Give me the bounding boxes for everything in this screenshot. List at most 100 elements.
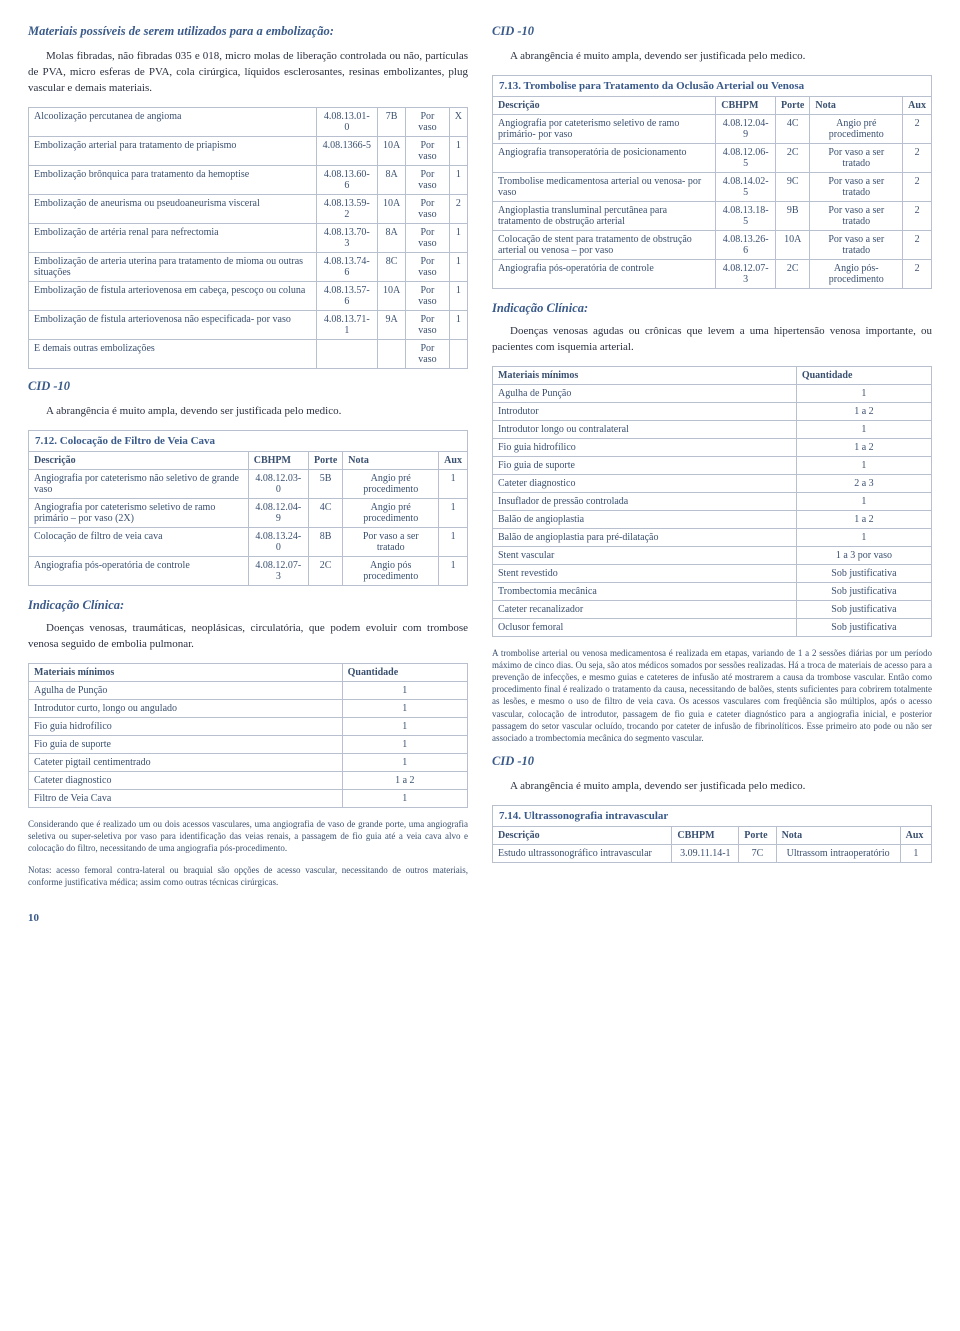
table-cell: Sob justificativa: [796, 618, 931, 636]
matmin-right-table: Materiais mínimosQuantidade Agulha de Pu…: [492, 366, 932, 637]
table-cell: 4.08.1366-5: [316, 136, 377, 165]
table-cell: 2C: [776, 143, 810, 172]
table-header-cell: Aux: [439, 451, 468, 469]
table-cell: 4.08.12.04-9: [248, 498, 308, 527]
table-cell: 1 a 3 por vaso: [796, 546, 931, 564]
table-row: Angiografia pós-operatória de controle4.…: [493, 259, 932, 288]
cid10-text-left: A abrangência é muito ampla, devendo ser…: [28, 404, 468, 420]
table-cell: 1: [342, 699, 467, 717]
table-row: Fio guia hidrofílico1: [29, 717, 468, 735]
table-row: Introdutor1 a 2: [493, 402, 932, 420]
table-cell: 4.08.13.59-2: [316, 194, 377, 223]
table-header-cell: Materiais mínimos: [493, 366, 797, 384]
table-header-cell: Descrição: [29, 451, 249, 469]
table-row: Angiografia transoperatória de posiciona…: [493, 143, 932, 172]
table-cell: 1 a 2: [796, 402, 931, 420]
table-cell: Fio guia hidrofílico: [493, 438, 797, 456]
table-cell: 4.08.13.57-6: [316, 281, 377, 310]
table-row: Colocação de filtro de veia cava4.08.13.…: [29, 527, 468, 556]
table-row: Stent vascular1 a 3 por vaso: [493, 546, 932, 564]
table-cell: 4.08.12.06-5: [716, 143, 776, 172]
table-cell: E demais outras embolizações: [29, 339, 317, 368]
indic-heading-right: Indicação Clínica:: [492, 301, 932, 316]
table-header-cell: Porte: [739, 826, 776, 844]
table-cell: 1: [439, 527, 468, 556]
table-cell: 1: [900, 844, 931, 862]
table-cell: 1: [796, 420, 931, 438]
table-cell: Por vaso: [406, 107, 450, 136]
table-cell: Sob justificativa: [796, 600, 931, 618]
table-cell: 1: [439, 556, 468, 585]
page-number: 10: [28, 912, 468, 924]
table-cell: Fio guia hidrofílico: [29, 717, 343, 735]
t712-table: DescriçãoCBHPMPorteNotaAux Angiografia p…: [28, 451, 468, 586]
table-cell: 4.08.13.01-0: [316, 107, 377, 136]
table-row: Embolização de aneurisma ou pseudoaneuri…: [29, 194, 468, 223]
table-cell: Ultrassom intraoperatório: [776, 844, 900, 862]
indic-heading-left: Indicação Clínica:: [28, 598, 468, 613]
table-cell: 10A: [377, 281, 405, 310]
table-header-cell: Porte: [308, 451, 342, 469]
table-cell: 2C: [308, 556, 342, 585]
table-cell: Angio pós procedimento: [343, 556, 439, 585]
table-row: Colocação de stent para tratamento de ob…: [493, 230, 932, 259]
table-cell: Oclusor femoral: [493, 618, 797, 636]
table-cell: Angio pré procedimento: [343, 469, 439, 498]
table-cell: Cateter diagnostico: [29, 771, 343, 789]
table-cell: 4.08.13.24-0: [248, 527, 308, 556]
table-header-cell: Nota: [343, 451, 439, 469]
table-row: Cateter pigtail centimentrado1: [29, 753, 468, 771]
table-cell: 5B: [308, 469, 342, 498]
table-row: Filtro de Veia Cava1: [29, 789, 468, 807]
table-cell: 1: [449, 223, 467, 252]
table-cell: Por vaso: [406, 165, 450, 194]
table-cell: Por vaso: [406, 339, 450, 368]
table-cell: Sob justificativa: [796, 582, 931, 600]
table-row: Embolização de arteria uterina para trat…: [29, 252, 468, 281]
table-cell: Insuflador de pressão controlada: [493, 492, 797, 510]
table-header-cell: Aux: [900, 826, 931, 844]
table-cell: 4C: [776, 114, 810, 143]
table-cell: Por vaso a ser tratado: [810, 201, 903, 230]
table-row: E demais outras embolizações Por vaso: [29, 339, 468, 368]
table-cell: Angiografia por cateterismo seletivo de …: [493, 114, 716, 143]
table-cell: Por vaso: [406, 252, 450, 281]
matmin-left-table: Materiais mínimosQuantidade Agulha de Pu…: [28, 663, 468, 808]
table-cell: Embolização brônquica para tratamento da…: [29, 165, 317, 194]
table-cell: 4.08.13.60-6: [316, 165, 377, 194]
table-cell: Por vaso: [406, 223, 450, 252]
table-cell: 1: [796, 528, 931, 546]
table-cell: Agulha de Punção: [29, 681, 343, 699]
cid10-text-right: A abrangência é muito ampla, devendo ser…: [492, 49, 932, 65]
table-cell: Por vaso: [406, 136, 450, 165]
table-cell: Balão de angioplastia: [493, 510, 797, 528]
table-cell: 4.08.13.18-5: [716, 201, 776, 230]
table-cell: 9C: [776, 172, 810, 201]
table-row: Insuflador de pressão controlada1: [493, 492, 932, 510]
table-row: Agulha de Punção1: [29, 681, 468, 699]
table-cell: 1: [342, 717, 467, 735]
table-header-cell: Descrição: [493, 826, 672, 844]
table-row: Angiografia pós-operatória de controle4.…: [29, 556, 468, 585]
table-cell: Sob justificativa: [796, 564, 931, 582]
table-cell: 1: [342, 753, 467, 771]
table-cell: 1: [439, 469, 468, 498]
table-cell: Angiografia pós-operatória de controle: [29, 556, 249, 585]
table-cell: Por vaso: [406, 194, 450, 223]
table-row: Stent revestidoSob justificativa: [493, 564, 932, 582]
table-row: Cateter diagnostico1 a 2: [29, 771, 468, 789]
table-cell: Embolização arterial para tratamento de …: [29, 136, 317, 165]
table-cell: 4.08.12.03-0: [248, 469, 308, 498]
table-header-cell: CBHPM: [248, 451, 308, 469]
table-cell: 1: [449, 281, 467, 310]
table-cell: Balão de angioplastia para pré-dilatação: [493, 528, 797, 546]
table-cell: Por vaso a ser tratado: [343, 527, 439, 556]
table-cell: Introdutor longo ou contralateral: [493, 420, 797, 438]
table-cell: 4.08.13.71-1: [316, 310, 377, 339]
table-header-cell: Materiais mínimos: [29, 663, 343, 681]
embolization-table: Alcoolização percutanea de angioma4.08.1…: [28, 107, 468, 369]
table-row: Estudo ultrassonográfico intravascular3.…: [493, 844, 932, 862]
table-cell: Introdutor curto, longo ou angulado: [29, 699, 343, 717]
table-cell: [316, 339, 377, 368]
table-cell: [449, 339, 467, 368]
